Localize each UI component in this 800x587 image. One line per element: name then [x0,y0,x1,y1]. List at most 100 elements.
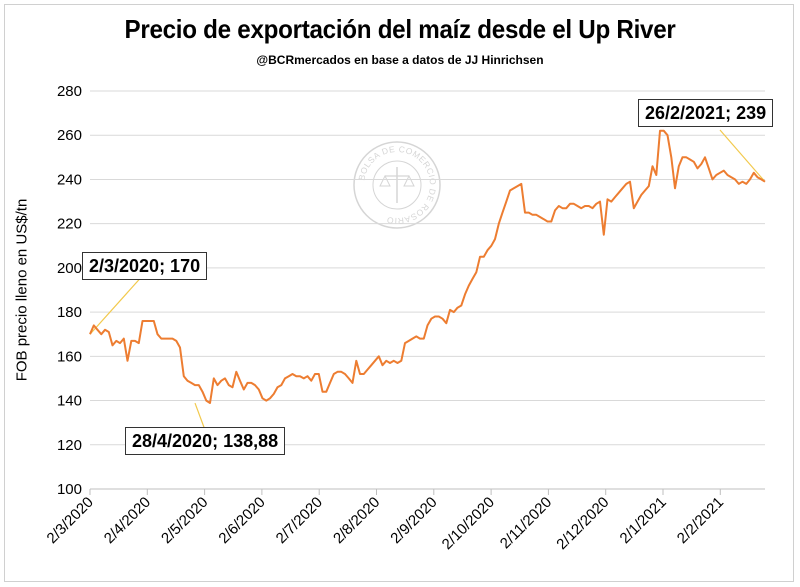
data-point [108,331,110,333]
data-point [457,307,459,309]
data-point [382,364,384,366]
data-point [757,176,759,178]
data-point [423,338,425,340]
data-point [262,397,264,399]
data-point [190,382,192,384]
data-point [708,167,710,169]
data-point [352,382,354,384]
data-point [232,386,234,388]
data-point [194,384,196,386]
data-point [367,369,369,371]
data-point [629,181,631,183]
data-point [760,178,762,180]
data-point [378,355,380,357]
y-tick-label: 100 [57,481,82,498]
data-point [322,391,324,393]
data-point [509,190,511,192]
data-point [164,338,166,340]
data-point [652,165,654,167]
data-point [430,318,432,320]
data-point [235,371,237,373]
data-point [442,318,444,320]
data-point [667,134,669,136]
data-point [303,377,305,379]
annotation-minimum: 28/4/2020; 138,88 [125,427,286,455]
y-tick-label: 220 [57,216,82,233]
data-point [389,362,391,364]
data-point [592,207,594,209]
data-point [715,174,717,176]
data-point [239,380,241,382]
data-point [314,373,316,375]
data-point [348,377,350,379]
data-point [427,324,429,326]
data-point [374,360,376,362]
data-point [337,371,339,373]
x-tick-label: 2/12/2020 [553,494,612,553]
x-tick-label: 2/7/2020 [273,494,326,547]
data-point [453,311,455,313]
data-point [127,360,129,362]
data-point [569,203,571,205]
data-point [220,380,222,382]
data-point [445,322,447,324]
data-point [700,163,702,165]
data-point [618,192,620,194]
data-point [610,201,612,203]
data-point [475,271,477,273]
data-point [577,205,579,207]
data-point [712,178,714,180]
data-point [284,377,286,379]
data-point [292,373,294,375]
data-point [580,207,582,209]
x-tick-label: 2/9/2020 [387,494,440,547]
data-point [299,375,301,377]
data-point [558,205,560,207]
x-tick-label: 2/10/2020 [439,494,498,553]
data-point [333,373,335,375]
data-point [419,338,421,340]
data-point [397,362,399,364]
data-point [307,375,309,377]
data-point [258,389,260,391]
data-point [539,216,541,218]
x-tick-label: 2/5/2020 [158,494,211,547]
x-tick-label: 2/2/2021 [674,494,727,547]
data-point [295,375,297,377]
data-point [160,338,162,340]
data-point [689,159,691,161]
data-point [250,382,252,384]
data-point [329,382,331,384]
data-point [288,375,290,377]
y-tick-label: 160 [57,348,82,365]
data-point [483,256,485,258]
data-point [742,181,744,183]
x-tick-label: 2/4/2020 [101,494,154,547]
data-point [393,360,395,362]
data-point [633,207,635,209]
data-point [487,249,489,251]
data-point [547,221,549,223]
series-line-maiz [89,129,766,404]
x-tick-label: 2/1/2021 [617,494,670,547]
annotation-leader-0 [89,272,146,335]
chart-title: Precio de exportación del maíz desde el … [124,14,676,44]
data-point [112,344,114,346]
data-point [187,380,189,382]
data-point [614,196,616,198]
data-point [217,384,219,386]
data-point [517,185,519,187]
data-point [183,375,185,377]
data-point [659,130,661,132]
data-point [138,342,140,344]
data-point [655,174,657,176]
data-point [734,178,736,180]
data-point [719,172,721,174]
y-tick-label: 120 [57,437,82,454]
data-point [400,360,402,362]
data-point [704,156,706,158]
data-point [573,203,575,205]
annotation-leader-2 [719,129,766,183]
data-point [528,212,530,214]
